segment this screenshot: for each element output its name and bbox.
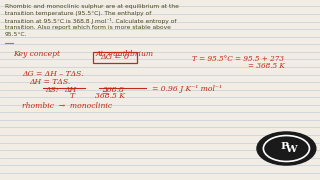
- Text: transition. Also report which form is more stable above: transition. Also report which form is mo…: [5, 25, 171, 30]
- Text: ΔH: ΔH: [64, 86, 76, 94]
- Text: P: P: [281, 142, 289, 151]
- Text: transition at 95.5°C is 368.8 J mol⁻¹. Calculate entropy of: transition at 95.5°C is 368.8 J mol⁻¹. C…: [5, 18, 176, 24]
- Text: T: T: [69, 92, 75, 100]
- Text: Rhombic and monoclinic sulphur are at equilibrium at the: Rhombic and monoclinic sulphur are at eq…: [5, 4, 179, 9]
- Text: ΔG = ΔH – TΔS.: ΔG = ΔH – TΔS.: [22, 70, 84, 78]
- Text: W: W: [285, 145, 297, 154]
- Text: = 368.5 K: = 368.5 K: [248, 62, 285, 70]
- Text: = 0.96 J K⁻¹ mol⁻¹: = 0.96 J K⁻¹ mol⁻¹: [152, 85, 222, 93]
- Text: Key concept: Key concept: [13, 50, 60, 58]
- Text: ΔS:: ΔS:: [45, 86, 58, 94]
- Text: T = 95.5°C = 95.5 + 273: T = 95.5°C = 95.5 + 273: [192, 55, 284, 63]
- Text: transition temperature (95.5°C). The enthalpy of: transition temperature (95.5°C). The ent…: [5, 11, 151, 16]
- Circle shape: [257, 132, 316, 165]
- Text: ΔG = 0: ΔG = 0: [101, 53, 130, 61]
- Text: 368.5 K: 368.5 K: [95, 92, 125, 100]
- Text: At  equilibrium: At equilibrium: [96, 50, 154, 58]
- Text: 368.8: 368.8: [103, 86, 124, 94]
- Text: 95.5°C.: 95.5°C.: [5, 32, 27, 37]
- Text: rhombic  →  monoclinic: rhombic → monoclinic: [22, 102, 113, 110]
- Text: ΔH = TΔS.: ΔH = TΔS.: [29, 78, 70, 86]
- Text: =: =: [101, 89, 107, 97]
